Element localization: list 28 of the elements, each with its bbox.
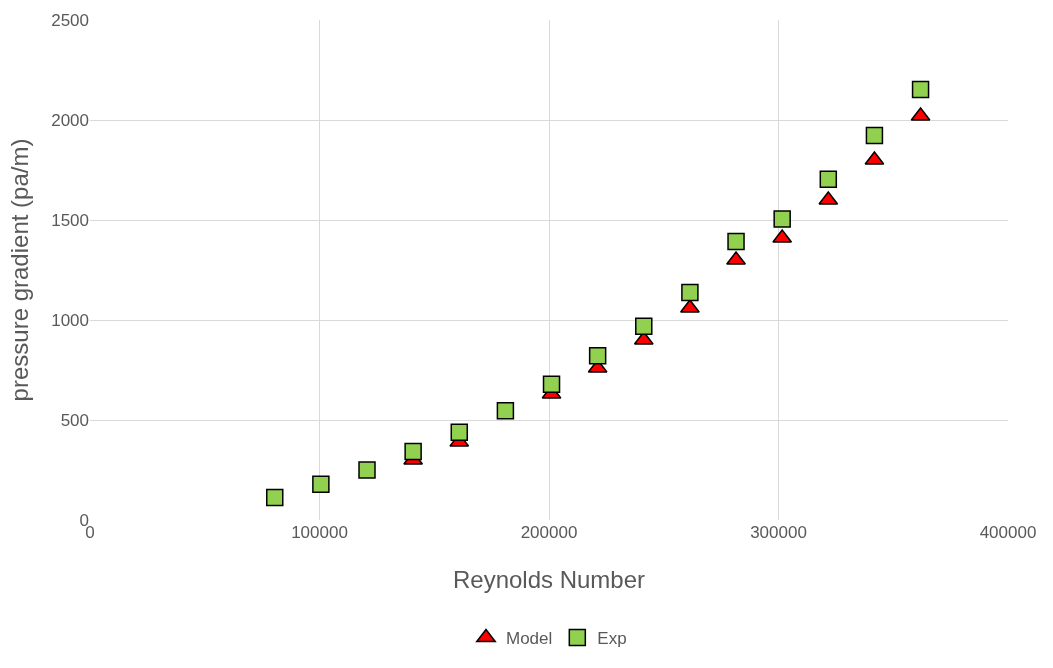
point <box>266 488 284 507</box>
point <box>727 232 745 251</box>
x-tick-label: 300000 <box>750 523 807 542</box>
point <box>773 210 791 228</box>
point <box>911 80 930 99</box>
x-tick-label: 100000 <box>291 523 348 542</box>
x-tick-label: 400000 <box>979 523 1037 542</box>
y-axis-title: pressure gradient (pa/m) <box>6 138 34 402</box>
y-tick-label: 1000 <box>51 310 89 330</box>
legend-label: Model <box>506 629 553 649</box>
point <box>542 375 561 393</box>
x-axis-title: Reynolds Number <box>452 566 646 594</box>
point <box>312 475 330 493</box>
legend-label: Exp <box>597 629 627 649</box>
y-tick-label: 2000 <box>51 110 89 130</box>
point <box>450 423 469 441</box>
y-tick-label: 1500 <box>51 210 89 230</box>
point <box>588 347 607 365</box>
point <box>496 402 515 420</box>
x-tick-label: 200000 <box>520 523 578 542</box>
point <box>635 317 653 335</box>
y-tick-label: 500 <box>60 410 89 430</box>
point <box>404 442 422 461</box>
point <box>819 170 838 188</box>
y-tick-label: 2500 <box>51 10 89 30</box>
point <box>681 283 699 302</box>
point <box>358 461 376 479</box>
point <box>865 126 884 145</box>
